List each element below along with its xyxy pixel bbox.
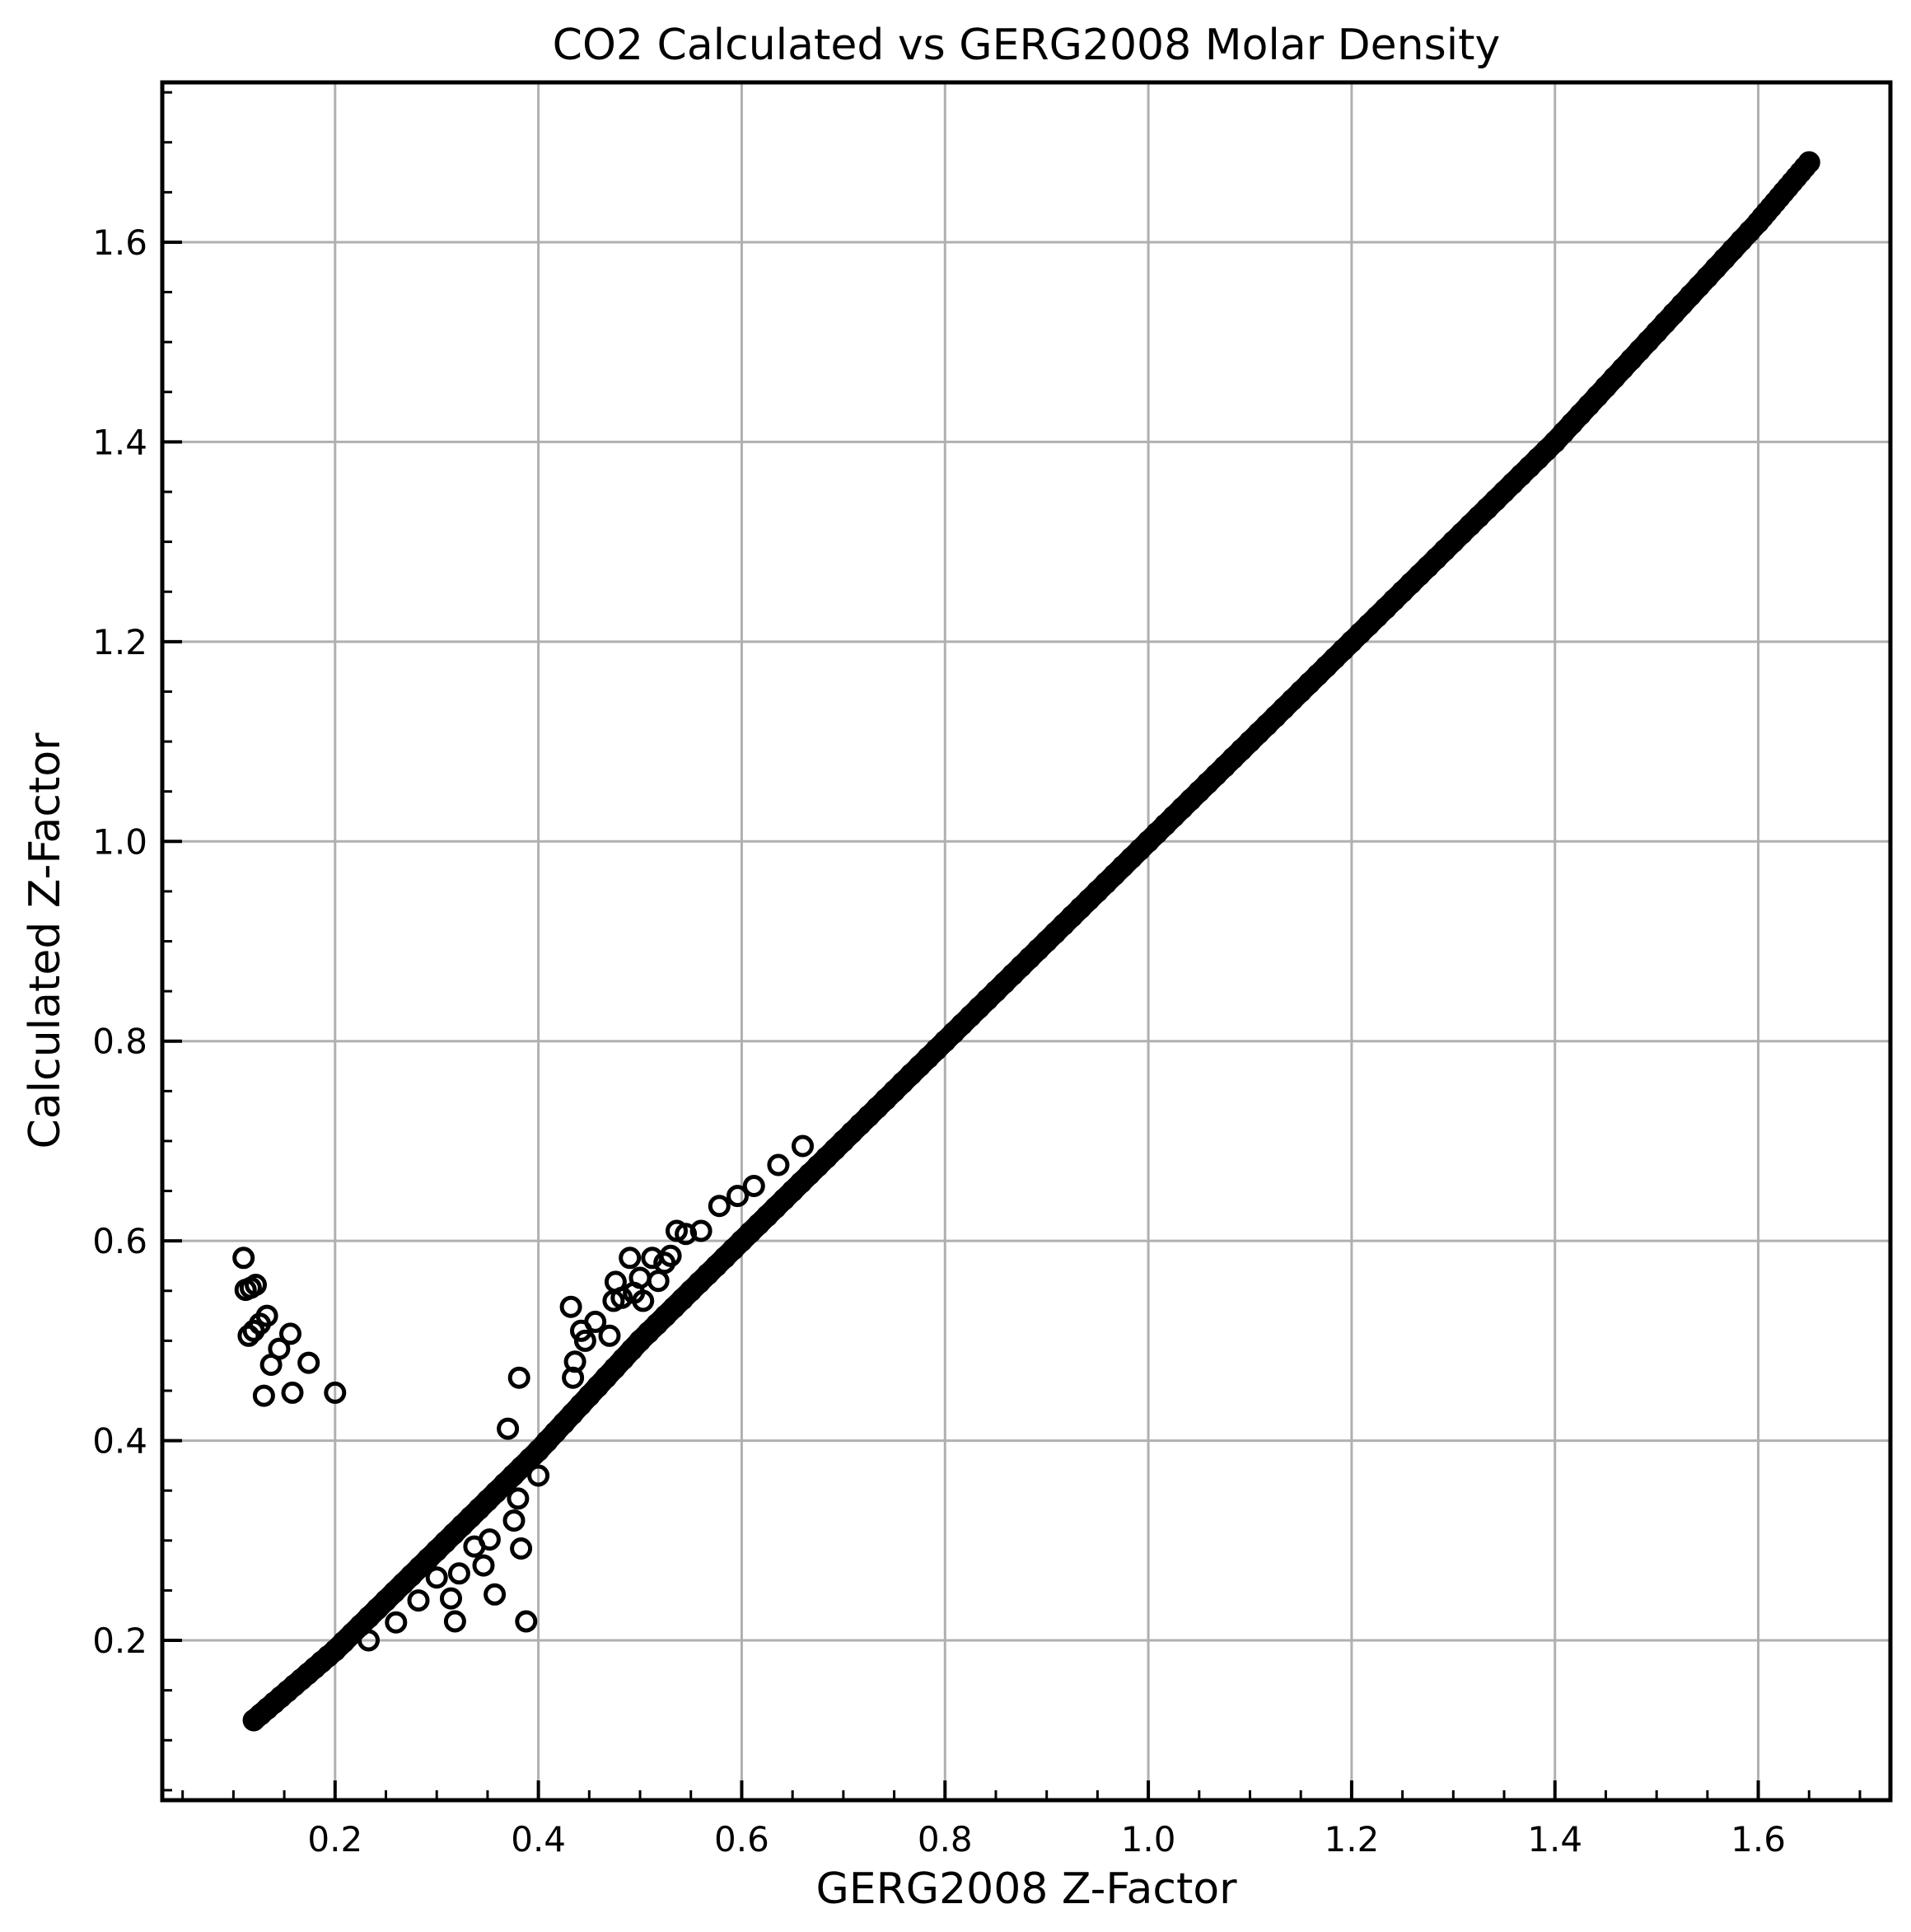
scatter-point xyxy=(357,1629,380,1652)
x-tick-label: 0.8 xyxy=(918,1819,973,1859)
band-point xyxy=(1797,151,1820,174)
scatter-point xyxy=(279,1322,301,1345)
scatter-point xyxy=(385,1611,408,1634)
scatter-point xyxy=(584,1310,607,1333)
plot-frame xyxy=(160,80,1893,1803)
scatter-point xyxy=(767,1153,790,1177)
scatter-point xyxy=(407,1589,430,1612)
y-tick-label: 0.8 xyxy=(92,1022,147,1062)
y-tick-label: 1.4 xyxy=(92,422,147,462)
scatter-point xyxy=(507,1366,530,1389)
scatter-point xyxy=(619,1247,642,1270)
x-tick-label: 1.2 xyxy=(1325,1819,1380,1859)
band-point xyxy=(1793,156,1816,179)
scatter-point xyxy=(610,1286,633,1309)
chart-title: CO2 Calculated vs GERG2008 Molar Density xyxy=(553,21,1501,70)
scatter-point xyxy=(281,1381,304,1404)
scatter-point xyxy=(440,1587,462,1610)
scatter-point xyxy=(573,1329,596,1352)
scatter-point xyxy=(515,1610,538,1633)
y-tick-labels: 0.2 0.4 0.6 0.8 1.0 1.2 1.4 1.6 xyxy=(92,222,147,1661)
gridlines xyxy=(162,82,1890,1800)
y-tick-label: 1.6 xyxy=(92,222,147,263)
scatter-point xyxy=(425,1566,448,1589)
x-tick-label: 0.4 xyxy=(511,1819,566,1859)
scatter-point xyxy=(443,1610,466,1633)
scatter-point xyxy=(484,1583,507,1606)
scatter-point xyxy=(502,1509,526,1532)
scatter-point xyxy=(237,1324,260,1347)
x-tick-label: 1.6 xyxy=(1731,1819,1786,1859)
x-tick-label: 1.4 xyxy=(1527,1819,1582,1859)
dense-band-path xyxy=(243,152,1820,1731)
scatter-point xyxy=(563,1350,586,1373)
scatter-point xyxy=(297,1351,320,1374)
scatter-point xyxy=(527,1464,550,1487)
scatter-point xyxy=(478,1528,501,1551)
x-tick-label: 0.2 xyxy=(307,1819,362,1859)
x-tick-labels: 0.2 0.4 0.6 0.8 1.0 1.2 1.4 1.6 xyxy=(307,1819,1786,1859)
scatter-point xyxy=(742,1175,765,1197)
scatter-point xyxy=(510,1537,533,1560)
scatter-point xyxy=(447,1562,470,1585)
scatter-point xyxy=(255,1304,278,1327)
x-tick-label: 1.0 xyxy=(1121,1819,1176,1859)
scatter-point xyxy=(245,1274,267,1296)
scatter-point xyxy=(232,1247,255,1270)
scatter-point xyxy=(497,1417,520,1440)
scatter-point xyxy=(708,1195,731,1218)
scatter-point xyxy=(559,1295,582,1318)
y-tick-label: 0.2 xyxy=(92,1621,147,1661)
x-axis-label: GERG2008 Z-Factor xyxy=(815,1864,1237,1914)
data-points xyxy=(232,1134,814,1652)
scatter-point xyxy=(472,1554,495,1577)
scatter-point xyxy=(727,1185,749,1208)
y-axis-label: Calculated Z-Factor xyxy=(21,732,70,1149)
scatter-point xyxy=(324,1381,347,1404)
scatter-point xyxy=(689,1219,713,1242)
y-tick-label: 1.2 xyxy=(92,622,147,662)
x-tick-label: 0.6 xyxy=(714,1819,769,1859)
scatter-point xyxy=(632,1289,655,1312)
scatter-point xyxy=(252,1384,275,1407)
scatter-point xyxy=(659,1244,682,1267)
scatter-point xyxy=(268,1337,291,1360)
dense-band xyxy=(242,151,1820,1732)
y-tick-label: 0.6 xyxy=(92,1221,147,1261)
y-tick-label: 1.0 xyxy=(92,821,147,862)
scatter-point xyxy=(598,1324,621,1347)
y-tick-label: 0.4 xyxy=(92,1421,147,1462)
scatter-point xyxy=(792,1134,814,1158)
scatter-point xyxy=(507,1487,530,1510)
scatter-point xyxy=(675,1223,698,1246)
